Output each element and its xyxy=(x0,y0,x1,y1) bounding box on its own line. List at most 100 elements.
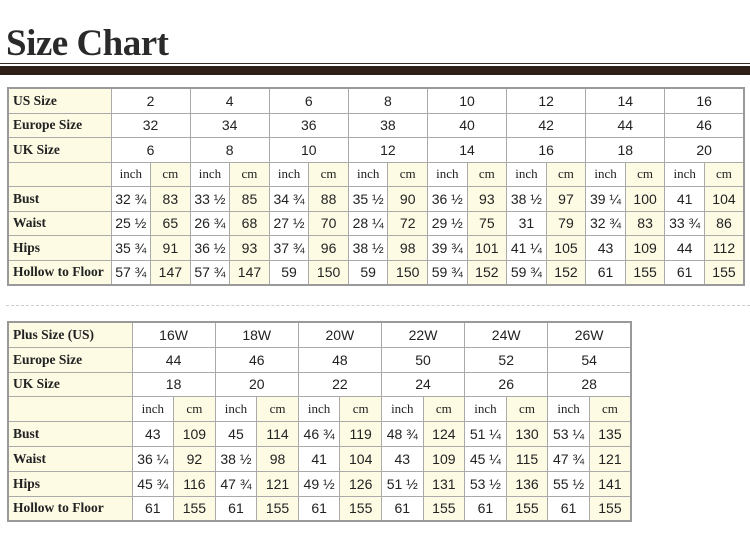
table-cell: 59 ¾ xyxy=(506,259,547,286)
table-cell: 61 xyxy=(464,495,507,522)
table-row: Hips 45 ¾ 116 47 ¾ 121 49 ½ 126 51 ½ 131 53 ½ 136 5… xyxy=(7,470,632,497)
unit-header: cm xyxy=(256,396,299,423)
table-cell: 22W xyxy=(380,321,466,348)
table-cell: 126 xyxy=(339,470,382,497)
table-cell: 10 xyxy=(426,87,508,114)
table-cell: 57 ¾ xyxy=(110,259,152,286)
row-label: Plus Size (US) xyxy=(7,321,133,348)
table-cell: 112 xyxy=(703,235,745,261)
table-cell: 40 xyxy=(426,112,508,138)
table-cell: 38 ½ xyxy=(506,186,547,212)
table-cell: 54 xyxy=(547,346,632,373)
table-cell: 121 xyxy=(588,445,632,472)
page-title: Size Chart xyxy=(6,23,169,64)
table-cell: 18 xyxy=(585,137,666,163)
table-cell: 18W xyxy=(214,321,299,348)
row-label: UK Size xyxy=(7,137,112,163)
section-divider xyxy=(6,305,750,306)
table-cell: 105 xyxy=(545,235,587,261)
table-cell: 150 xyxy=(387,259,428,286)
table-cell: 34 xyxy=(189,112,270,138)
table-cell: 98 xyxy=(256,445,299,472)
table-cell: 16 xyxy=(506,137,587,163)
table-cell: 155 xyxy=(703,259,745,286)
table-cell: 109 xyxy=(173,421,216,447)
row-label: Waist xyxy=(7,445,133,472)
table-cell: 93 xyxy=(229,235,270,261)
table-cell: 92 xyxy=(173,445,216,472)
table-cell: 45 ¾ xyxy=(131,470,175,497)
table-cell: 135 xyxy=(588,421,632,447)
table-cell: 121 xyxy=(256,470,299,497)
row-label: Hollow to Floor xyxy=(7,495,133,522)
unit-row: inch cm inch cm inch cm inch cm inch cm inch cm xyxy=(7,396,632,423)
table-cell: 16W xyxy=(131,321,216,348)
header-row: Plus Size (US) 16W 18W 20W 22W 24W 26W xyxy=(7,321,632,348)
table-cell: 61 xyxy=(547,495,590,522)
unit-header: cm xyxy=(173,396,216,423)
table-cell: 147 xyxy=(150,259,191,286)
table-cell: 131 xyxy=(422,470,466,497)
table-cell: 12 xyxy=(506,87,587,114)
table-cell: 155 xyxy=(173,495,216,522)
table-cell: 96 xyxy=(308,235,349,261)
table-cell: 155 xyxy=(256,495,299,522)
table-cell: 49 ½ xyxy=(297,470,341,497)
table-cell: 42 xyxy=(506,112,587,138)
table-cell: 46 ¾ xyxy=(297,421,341,447)
table-cell: 43 xyxy=(585,235,626,261)
table-row: Bust 32 ¾ 83 33 ½ 85 34 ¾ 88 35 ½ 90 36 ½ 93 38 ½ 97… xyxy=(7,186,745,212)
table-cell: 53 ¼ xyxy=(547,421,590,447)
table-cell: 104 xyxy=(339,445,382,472)
row-label: US Size xyxy=(7,87,112,114)
table-cell: 34 ¾ xyxy=(268,186,310,212)
unit-header: cm xyxy=(466,161,508,187)
table-cell: 4 xyxy=(189,87,270,114)
table-cell: 52 xyxy=(464,346,549,373)
table-cell: 28 xyxy=(547,371,632,398)
table-cell: 36 ¼ xyxy=(131,445,175,472)
table-cell: 50 xyxy=(380,346,466,373)
unit-header: inch xyxy=(110,161,152,187)
table-cell: 47 ¾ xyxy=(547,445,590,472)
unit-header: cm xyxy=(339,396,382,423)
table-row: Waist 25 ½ 65 26 ¾ 68 27 ½ 70 28 ¼ 72 29 ½ 75 31 79 3… xyxy=(7,210,745,236)
table-cell: 39 ¼ xyxy=(585,186,626,212)
table-cell: 72 xyxy=(387,210,428,236)
unit-header: inch xyxy=(347,161,389,187)
table-cell: 26 xyxy=(464,371,549,398)
table-cell: 2 xyxy=(110,87,191,114)
table-cell: 51 ¼ xyxy=(464,421,507,447)
table-cell: 46 xyxy=(664,112,745,138)
header-row: Europe Size 44 46 48 50 52 54 xyxy=(7,346,632,373)
table-cell: 155 xyxy=(588,495,632,522)
table-cell: 98 xyxy=(387,235,428,261)
unit-row: inch cm inch cm inch cm inch cm inch cm inch cm inch… xyxy=(7,161,745,187)
unit-header: inch xyxy=(380,396,424,423)
table-cell: 36 xyxy=(268,112,349,138)
title-divider-thick xyxy=(0,66,750,75)
table-cell: 32 ¾ xyxy=(585,210,626,236)
table-cell: 20 xyxy=(214,371,299,398)
table-cell: 61 xyxy=(214,495,258,522)
table-cell: 32 ¾ xyxy=(110,186,152,212)
table-cell: 109 xyxy=(624,235,666,261)
table-cell: 136 xyxy=(505,470,549,497)
table-cell: 61 xyxy=(131,495,175,522)
table-cell: 48 xyxy=(297,346,382,373)
row-label: Hips xyxy=(7,470,133,497)
unit-header: cm xyxy=(308,161,349,187)
table-cell: 115 xyxy=(505,445,549,472)
table-row: Waist 36 ¼ 92 38 ½ 98 41 104 43 109 45 ¼ 115 47 ¾ 12… xyxy=(7,445,632,472)
table-cell: 51 ½ xyxy=(380,470,424,497)
table-cell: 29 ½ xyxy=(427,210,468,236)
table-row: Hollow to Floor 61 155 61 155 61 155 61 155 61 155… xyxy=(7,495,632,522)
table-cell: 97 xyxy=(545,186,587,212)
table-cell: 8 xyxy=(189,137,270,163)
table-cell: 65 xyxy=(150,210,191,236)
table-cell: 32 xyxy=(110,112,191,138)
unit-header: cm xyxy=(624,161,666,187)
table-cell: 8 xyxy=(347,87,429,114)
header-row: UK Size 18 20 22 24 26 28 xyxy=(7,371,632,398)
